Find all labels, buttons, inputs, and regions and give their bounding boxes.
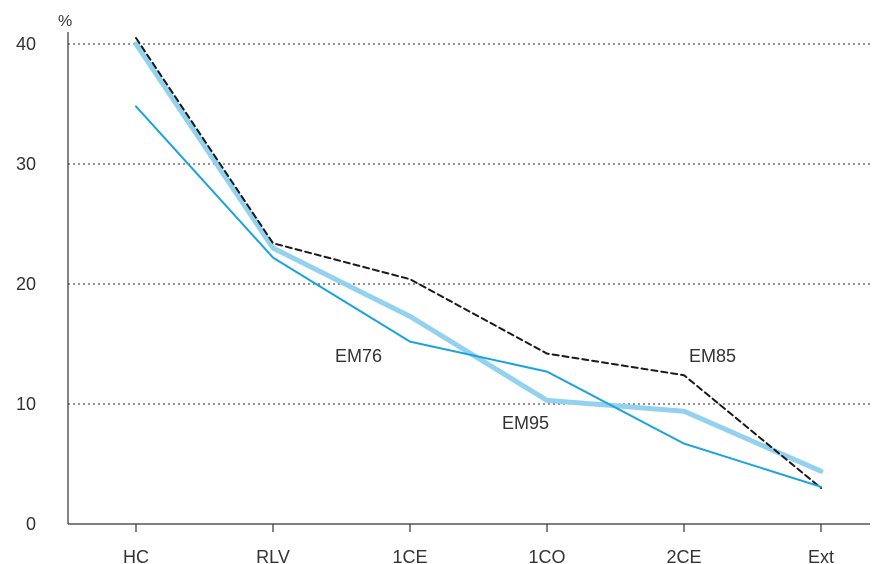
x-tick-label: 1CE bbox=[392, 547, 427, 564]
x-tick-label: 1CO bbox=[528, 547, 565, 564]
y-tick-label: 0 bbox=[26, 514, 36, 534]
y-tick-label: 20 bbox=[16, 274, 36, 294]
x-tick-label: HC bbox=[123, 547, 149, 564]
y-tick-label: 10 bbox=[16, 394, 36, 414]
y-tick-label: 30 bbox=[16, 154, 36, 174]
series-label-em76: EM76 bbox=[335, 346, 382, 366]
x-tick-labels: HC RLV 1CE 1CO 2CE Ext bbox=[123, 524, 834, 564]
x-tick-label: Ext bbox=[808, 547, 834, 564]
series-label-em95: EM95 bbox=[502, 413, 549, 433]
series-lines bbox=[133, 37, 824, 489]
series-label-em85: EM85 bbox=[689, 346, 736, 366]
y-tick-label: 40 bbox=[16, 34, 36, 54]
series-line-em85 bbox=[135, 37, 822, 489]
x-tick-label: RLV bbox=[256, 547, 290, 564]
series-line-em76 bbox=[135, 105, 822, 488]
y-tick-labels: 0 10 20 30 40 bbox=[16, 34, 36, 534]
x-tick-label: 2CE bbox=[666, 547, 701, 564]
series-line-em95 bbox=[133, 41, 824, 474]
series-labels: EM76 EM95 EM85 bbox=[335, 346, 736, 433]
y-axis-unit-label: % bbox=[58, 13, 72, 30]
gridlines bbox=[68, 43, 870, 405]
axes bbox=[67, 32, 870, 525]
